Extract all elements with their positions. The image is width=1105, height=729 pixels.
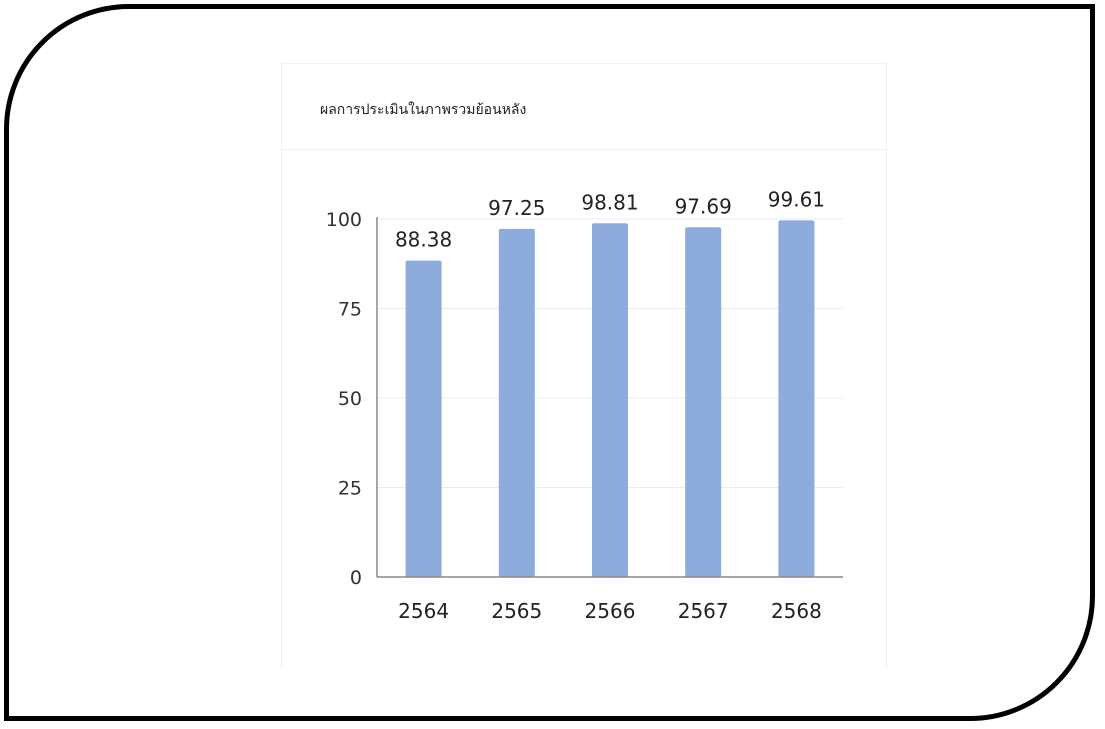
- bar-2565: [498, 228, 535, 577]
- x-tick-label-2568: 2568: [771, 599, 822, 623]
- screen-frame: ผลการประเมินในภาพรวมย้อนหลัง 0 25 50 75 100 8…: [4, 4, 1095, 721]
- bar-2568: [778, 220, 815, 578]
- x-tick-label-2567: 2567: [678, 599, 729, 623]
- bar-2567: [685, 227, 722, 577]
- x-tick-label-2564: 2564: [398, 599, 449, 623]
- y-tick-label: 50: [338, 388, 362, 410]
- x-tick-label-2566: 2566: [585, 599, 636, 623]
- y-tick-label: 100: [326, 209, 362, 231]
- bar-chart: 0 25 50 75 100 88.38 2564 97.25 2565 98.81 2566 97.…: [326, 187, 843, 623]
- bar-2566: [592, 223, 628, 577]
- data-label-2565: 97.25: [488, 196, 545, 220]
- bar-2564: [405, 260, 442, 577]
- y-tick-label: 75: [338, 299, 362, 321]
- y-tick-label: 25: [338, 478, 362, 500]
- data-label-2568: 99.61: [768, 187, 825, 211]
- data-label-2567: 97.69: [675, 194, 732, 218]
- data-label-2564: 88.38: [395, 228, 452, 252]
- data-label-2566: 98.81: [581, 190, 638, 214]
- y-tick-label: 0: [350, 567, 362, 589]
- card-header: ผลการประเมินในภาพรวมย้อนหลัง: [282, 64, 886, 150]
- card-title: ผลการประเมินในภาพรวมย้อนหลัง: [320, 102, 527, 118]
- chart-card: ผลการประเมินในภาพรวมย้อนหลัง 0 25 50 75 100 8…: [281, 63, 887, 669]
- x-tick-label-2565: 2565: [491, 599, 542, 623]
